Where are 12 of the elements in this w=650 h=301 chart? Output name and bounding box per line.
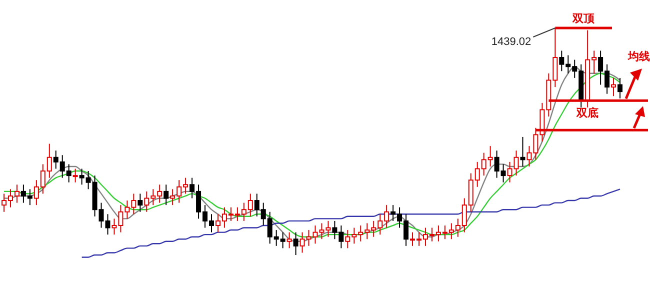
candlestick <box>164 184 169 206</box>
candlestick <box>293 232 298 256</box>
candlestick <box>72 168 78 183</box>
candlestick <box>611 77 616 97</box>
candlestick <box>286 232 292 249</box>
ref-line-label: 双顶 <box>572 12 596 25</box>
annotation: 1439.02 <box>491 36 532 48</box>
ref-line-label: 双底 <box>576 106 599 120</box>
candlestick <box>138 193 143 212</box>
text: 均线 <box>627 50 650 63</box>
candlestick <box>618 77 622 99</box>
candlestick <box>520 136 526 167</box>
